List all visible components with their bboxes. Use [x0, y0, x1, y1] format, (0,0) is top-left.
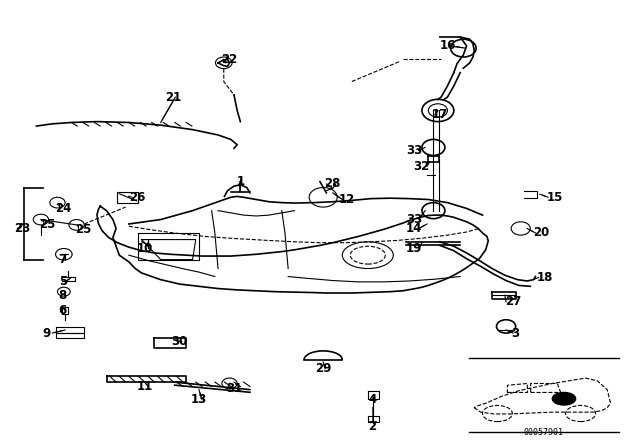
Text: 18: 18 — [537, 271, 553, 284]
Text: 4: 4 — [368, 393, 376, 406]
Text: 16: 16 — [439, 39, 456, 52]
Text: 28: 28 — [324, 177, 341, 190]
Text: 8: 8 — [59, 289, 67, 302]
Text: 25: 25 — [75, 223, 91, 236]
Text: 20: 20 — [534, 226, 550, 239]
Text: 10: 10 — [136, 242, 153, 255]
Text: 24: 24 — [56, 202, 72, 215]
Text: 00057901: 00057901 — [524, 428, 564, 437]
Text: 3: 3 — [511, 327, 519, 340]
Text: 33: 33 — [406, 144, 422, 157]
Text: 15: 15 — [546, 191, 563, 204]
Text: 23: 23 — [14, 222, 30, 235]
Text: 19: 19 — [406, 242, 422, 255]
Text: 26: 26 — [129, 191, 145, 204]
Text: 9: 9 — [43, 327, 51, 340]
Text: 27: 27 — [505, 295, 521, 308]
Text: 17: 17 — [431, 108, 448, 121]
Text: 13: 13 — [191, 393, 207, 406]
Text: 31: 31 — [226, 382, 242, 395]
Text: 29: 29 — [315, 362, 332, 375]
Text: 6: 6 — [59, 304, 67, 317]
Text: 14: 14 — [406, 222, 422, 235]
Circle shape — [552, 392, 575, 405]
Text: 7: 7 — [59, 253, 67, 266]
Text: 25: 25 — [40, 217, 56, 231]
Text: 12: 12 — [339, 193, 355, 206]
Text: 2: 2 — [368, 420, 376, 433]
Text: 5: 5 — [59, 276, 67, 289]
Text: 21: 21 — [165, 90, 182, 103]
Text: 32: 32 — [413, 159, 429, 172]
Text: 30: 30 — [172, 336, 188, 349]
Text: 33: 33 — [406, 213, 422, 226]
Text: 22: 22 — [221, 53, 237, 66]
Text: 1: 1 — [236, 175, 244, 188]
Text: 11: 11 — [136, 380, 153, 393]
